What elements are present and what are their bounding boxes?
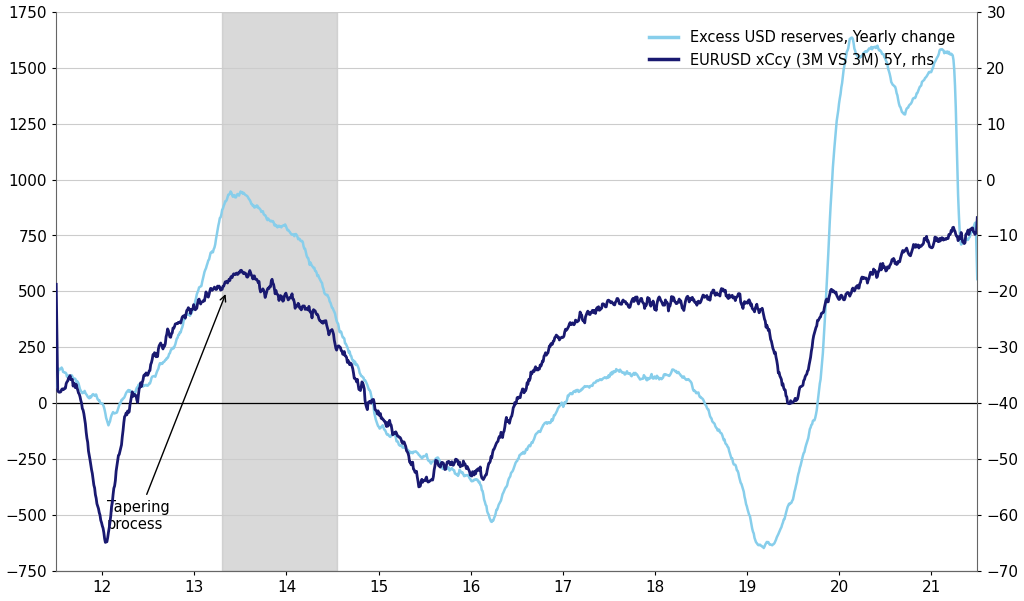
Legend: Excess USD reserves, Yearly change, EURUSD xCcy (3M VS 3M) 5Y, rhs: Excess USD reserves, Yearly change, EURU…	[643, 25, 961, 73]
Bar	[222, 11, 337, 572]
Text: Tapering
process: Tapering process	[106, 296, 225, 532]
